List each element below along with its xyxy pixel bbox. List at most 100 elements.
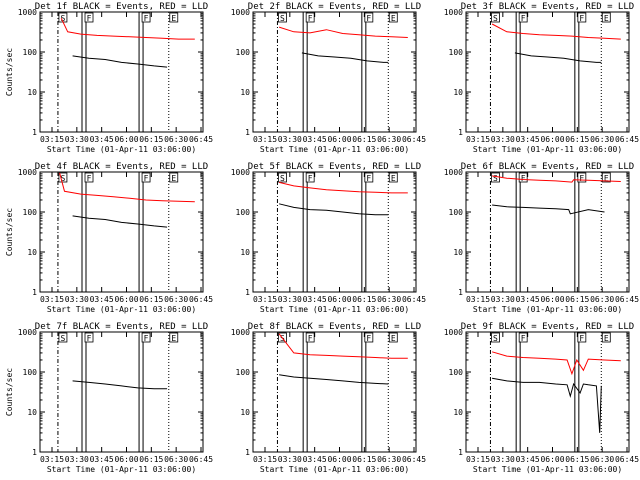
chart-panel-1: Det 1f BLACK = Events, RED = LLD 1 10 100 10… [0,0,213,160]
x-tick-label: 03:45 [90,455,114,464]
marker-label: F [144,174,149,183]
marker-box [169,12,179,23]
x-tick-label: 03:30 [491,135,515,144]
marker-box [305,172,315,183]
y-tick-label: 1 [245,128,250,137]
x-tick-label: 03:45 [90,135,114,144]
marker-box [601,172,611,183]
marker-box [364,172,374,183]
x-axis-label: Start Time (01-Apr-11 03:06:00) [47,465,196,474]
y-tick-label: 1 [245,448,250,457]
x-tick-label: 06:00 [327,135,351,144]
x-tick-label: 03:15 [466,135,490,144]
x-tick-label: 06:30 [164,455,188,464]
x-tick-label: 03:45 [516,135,540,144]
chart-panel-8: Det 8f BLACK = Events, RED = LLD 1 10 100 10… [213,320,426,480]
x-tick-label: 03:15 [466,295,490,304]
y-tick-label: 10 [453,408,463,417]
marker-box [491,12,500,23]
series-line-lld [492,175,621,183]
x-tick-label: 06:15 [352,135,376,144]
plot-frame [39,331,204,453]
marker-box [518,332,528,343]
plot-frame [39,171,204,293]
marker-label: F [521,334,526,343]
marker-box [491,332,500,343]
marker-box [388,172,398,183]
marker-box [278,172,287,183]
y-tick-label: 1 [458,128,463,137]
x-tick-label: 06:15 [139,295,163,304]
x-tick-label: 06:15 [565,295,589,304]
series-line-events [492,377,602,433]
plot-frame [465,11,630,133]
x-tick-label: 03:30 [65,455,89,464]
plot-frame [465,171,630,293]
marker-label: F [144,334,149,343]
x-axis-label: Start Time (01-Apr-11 03:06:00) [473,465,622,474]
x-tick-label: 06:15 [565,135,589,144]
marker-box [58,172,68,183]
marker-label: F [579,14,584,23]
series-line-events [492,204,605,215]
y-tick-label: 100 [236,368,251,377]
x-tick-label: 03:30 [278,455,302,464]
series-line-events [514,52,602,63]
y-tick-label: 1 [32,448,37,457]
x-tick-label: 03:15 [253,135,277,144]
x-axis-label: Start Time (01-Apr-11 03:06:00) [473,145,622,154]
marker-box [601,332,611,343]
y-tick-label: 1000 [231,168,250,177]
y-tick-label: 10 [240,248,250,257]
marker-label: F [308,14,313,23]
marker-box [141,12,151,23]
marker-label: F [144,14,149,23]
x-tick-label: 03:15 [40,135,64,144]
x-tick-label: 06:30 [590,135,614,144]
marker-label: S [61,174,66,183]
y-tick-label: 1000 [444,168,463,177]
y-axis-label: Counts/sec [5,208,14,256]
y-tick-label: 1 [32,128,37,137]
y-tick-label: 100 [236,208,251,217]
y-tick-label: 1000 [231,328,250,337]
chart-panel-5: Det 5f BLACK = Events, RED = LLD 1 10 100 10… [213,160,426,320]
series-line-events [301,52,389,63]
chart-title: Det 7f BLACK = Events, RED = LLD [35,322,208,332]
x-tick-label: 06:30 [377,135,401,144]
chart-title: Det 6f BLACK = Events, RED = LLD [461,162,634,172]
x-tick-label: 06:45 [402,455,426,464]
marker-box [84,172,94,183]
x-tick-label: 06:15 [139,135,163,144]
chart-svg-6: Det 6f BLACK = Events, RED = LLD 1 10 100 10… [444,162,639,314]
marker-label: F [87,334,92,343]
x-tick-label: 06:00 [540,455,564,464]
x-tick-label: 03:45 [303,455,327,464]
x-tick-label: 03:15 [40,455,64,464]
marker-label: F [87,174,92,183]
marker-label: S [280,174,285,183]
marker-label: F [87,14,92,23]
marker-label: F [521,14,526,23]
plot-frame [252,331,417,453]
x-tick-label: 03:30 [278,295,302,304]
series-line-events [72,215,168,228]
marker-box [169,172,179,183]
x-tick-label: 06:15 [352,295,376,304]
y-tick-label: 100 [23,48,38,57]
y-tick-label: 100 [23,208,38,217]
marker-box [577,332,587,343]
marker-box [305,12,315,23]
x-tick-label: 06:45 [615,295,639,304]
x-tick-label: 06:45 [615,135,639,144]
chart-title: Det 4f BLACK = Events, RED = LLD [35,162,208,172]
x-axis-label: Start Time (01-Apr-11 03:06:00) [473,305,622,314]
marker-label: F [308,174,313,183]
y-tick-label: 10 [27,248,37,257]
chart-title: Det 1f BLACK = Events, RED = LLD [35,2,208,12]
series-line-events [72,380,168,390]
y-tick-label: 100 [449,208,464,217]
marker-box [141,332,151,343]
x-axis-label: Start Time (01-Apr-11 03:06:00) [260,305,409,314]
chart-svg-7: Det 7f BLACK = Events, RED = LLD 1 10 100 10… [5,322,213,474]
